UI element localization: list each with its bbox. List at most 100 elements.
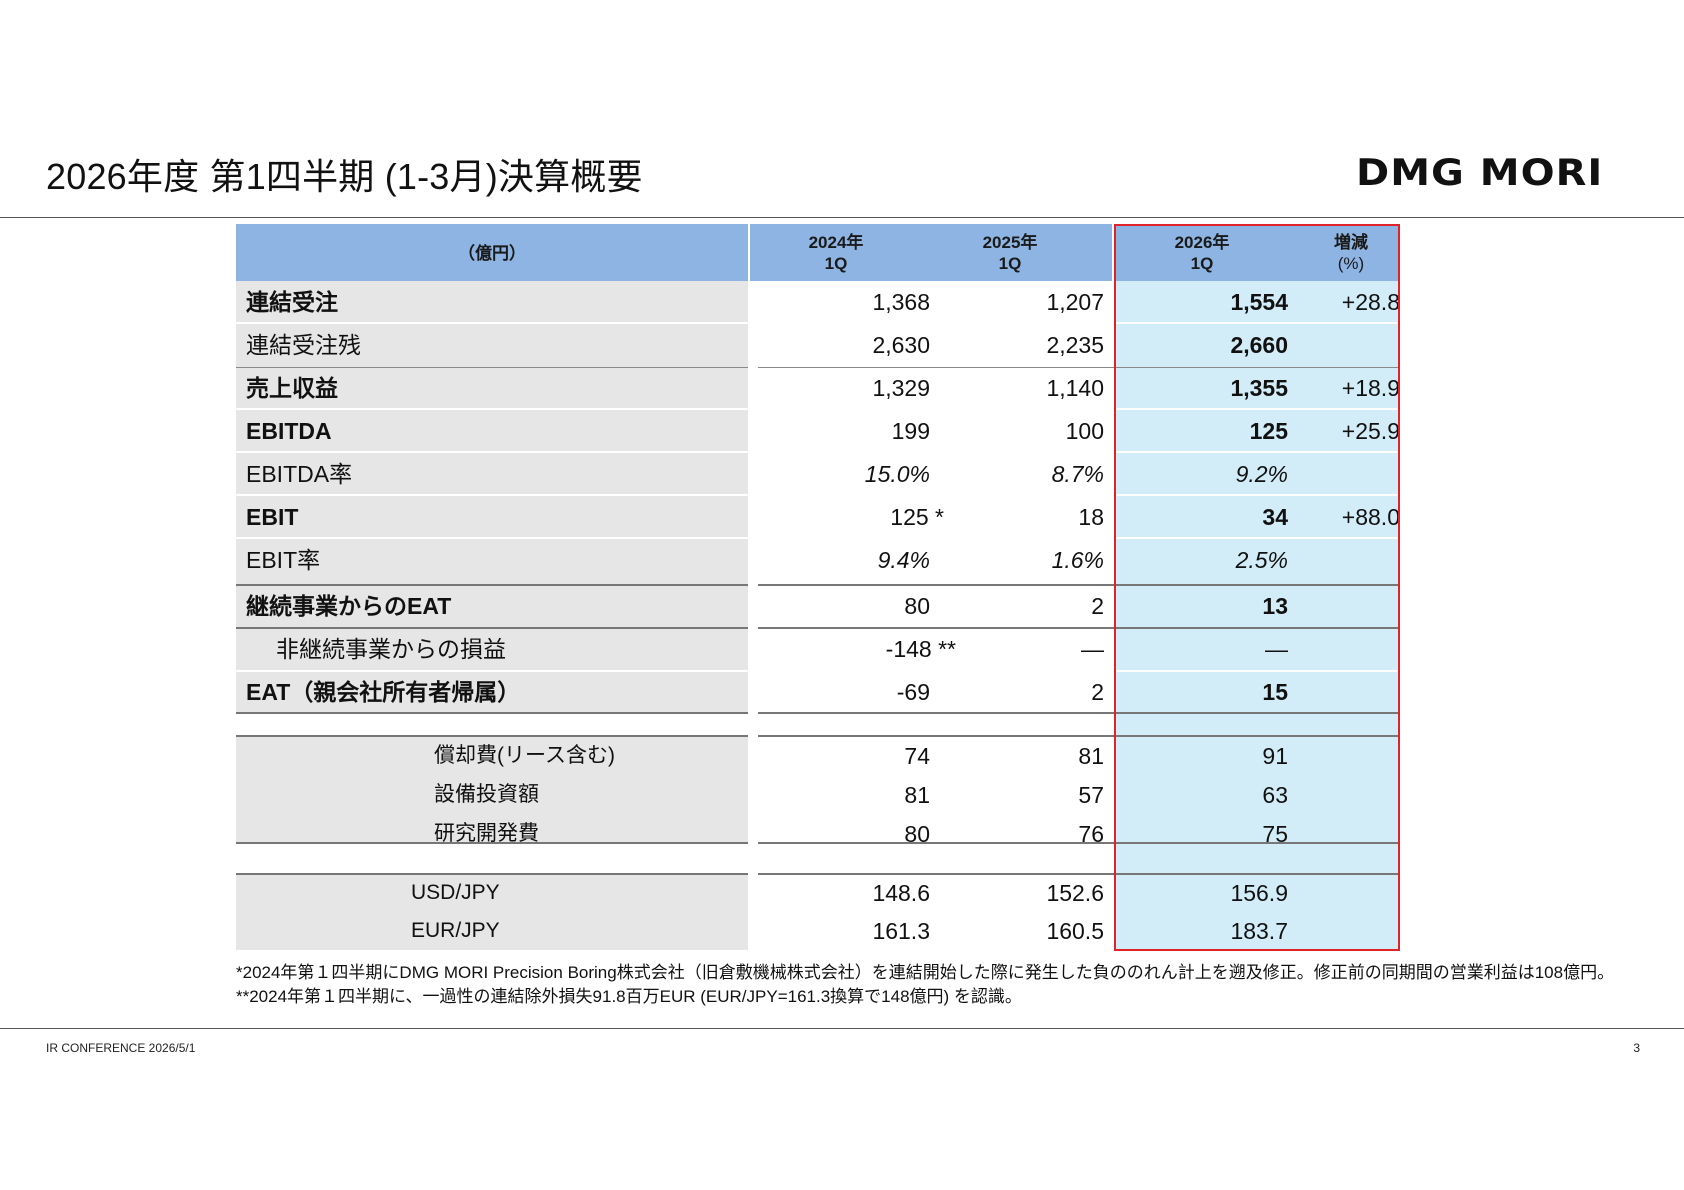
value-2024: 81 [904,782,930,808]
value-2025: 1,140 [1046,375,1104,401]
row-label: USD/JPY [411,881,500,904]
value-2025: 2 [1091,679,1104,705]
page-number: 3 [1633,1041,1640,1055]
value-2024: 80 [904,821,930,847]
row-label: 非継続事業からの損益 [276,636,506,662]
value-2025: 2,235 [1046,332,1104,358]
row-separator [1114,322,1400,324]
header-rule [0,217,1684,218]
value-change: +25.9 [1341,418,1400,444]
col-2025-year: 2025年 [982,233,1038,252]
column-gap [748,282,758,950]
row-separator [1114,670,1400,672]
row-separator [236,408,748,410]
value-change: +18.9 [1341,375,1400,401]
value-2024: -148 ** [885,636,956,662]
value-2024: 80 [904,593,930,619]
company-logo: DMG MORI [1356,151,1604,195]
row-label: EBIT率 [246,547,321,573]
row-separator [236,322,748,324]
label-column-bg-main [236,281,748,713]
value-2024: 199 [891,418,930,444]
rule-before-sub [236,735,1400,737]
label-column-bg-fx [236,874,748,950]
row-label: 売上収益 [246,375,338,401]
row-label: 連結受注残 [246,332,361,358]
value-2026: 2.5% [1235,547,1288,573]
row-separator [236,537,748,539]
col-2024-quarter: 1Q [824,254,848,273]
col-change-title: 増減 [1334,233,1368,252]
row-label: 研究開発費 [434,822,539,845]
value-2026: 15 [1262,679,1288,705]
row-label: EUR/JPY [411,919,500,942]
value-2026: 156.9 [1230,880,1288,906]
value-change: +28.8 [1341,289,1400,315]
label-column-bg-sub [236,736,748,843]
col-2026-quarter: 1Q [1190,254,1214,273]
row-label: 継続事業からのEAT [246,593,452,619]
value-2026: 13 [1262,593,1288,619]
value-2026: 34 [1262,504,1288,530]
value-2024: 74 [904,743,930,769]
row-separator [236,451,748,453]
rule-after-continuing-eat [236,627,1400,629]
row-label: 償却費(リース含む) [434,744,615,767]
row-label: EAT（親会社所有者帰属） [246,679,521,705]
current-year-column-bg [1114,281,1400,950]
header-prior-years-cell [750,224,1112,281]
value-2025: 1.6% [1051,547,1104,573]
rule-before-fx [236,873,1400,875]
value-2025: 76 [1078,821,1104,847]
footnote-1: *2024年第１四半期にDMG MORI Precision Boring株式会… [236,963,1615,982]
footer-rule [0,1028,1684,1029]
col-2024-header: 2024年 1Q [766,232,906,274]
rule-after-backlog [236,367,1400,368]
value-2025: 57 [1078,782,1104,808]
value-2026: 1,554 [1230,289,1288,315]
rule-after-sub [236,842,1400,844]
value-2025: 18 [1078,504,1104,530]
value-2026: — [1265,636,1288,662]
page-title: 2026年度 第1四半期 (1-3月)決算概要 [46,156,643,197]
financial-summary-table: （億円） 2024年 1Q 2025年 1Q 2026年 1Q 増減 (%) 連… [236,224,1400,950]
row-separator [1114,451,1400,453]
value-2026: 75 [1262,821,1288,847]
col-2026-header: 2026年 1Q [1132,232,1272,274]
value-2026: 1,355 [1230,375,1288,401]
value-2026: 183.7 [1230,918,1288,944]
value-2024: 1,329 [872,375,930,401]
col-2026-year: 2026年 [1174,233,1230,252]
rule-after-eat [236,712,1400,714]
value-2024: 161.3 [872,918,930,944]
header-label-cell [236,224,748,281]
row-label: 設備投資額 [434,783,539,806]
row-separator [236,494,748,496]
value-2024: 9.4% [877,547,930,573]
row-label: EBITDA率 [246,461,353,487]
value-2025: 1,207 [1046,289,1104,315]
rule-before-continuing-eat [236,584,1400,586]
value-2024: 2,630 [872,332,930,358]
col-change-header: 増減 (%) [1306,232,1396,274]
row-separator [1114,494,1400,496]
unit-label: （億円） [458,244,526,263]
value-2025: 100 [1065,418,1104,444]
row-separator [236,670,748,672]
value-2024: 148.6 [872,880,930,906]
col-2025-quarter: 1Q [998,254,1022,273]
value-2025: 152.6 [1046,880,1104,906]
value-2026: 2,660 [1230,332,1288,358]
row-label: EBIT [246,504,299,530]
row-separator [1114,537,1400,539]
header-current-year-cell [1114,224,1400,281]
value-2024: 15.0% [864,461,930,487]
value-2026: 125 [1249,418,1288,444]
value-2026: 63 [1262,782,1288,808]
value-2026: 9.2% [1235,461,1288,487]
row-label: EBITDA [246,418,332,444]
col-2024-year: 2024年 [808,233,864,252]
col-2025-header: 2025年 1Q [940,232,1080,274]
value-2025: — [1081,636,1104,662]
footnote-2: **2024年第１四半期に、一過性の連結除外損失91.8百万EUR (EUR/J… [236,987,1022,1006]
